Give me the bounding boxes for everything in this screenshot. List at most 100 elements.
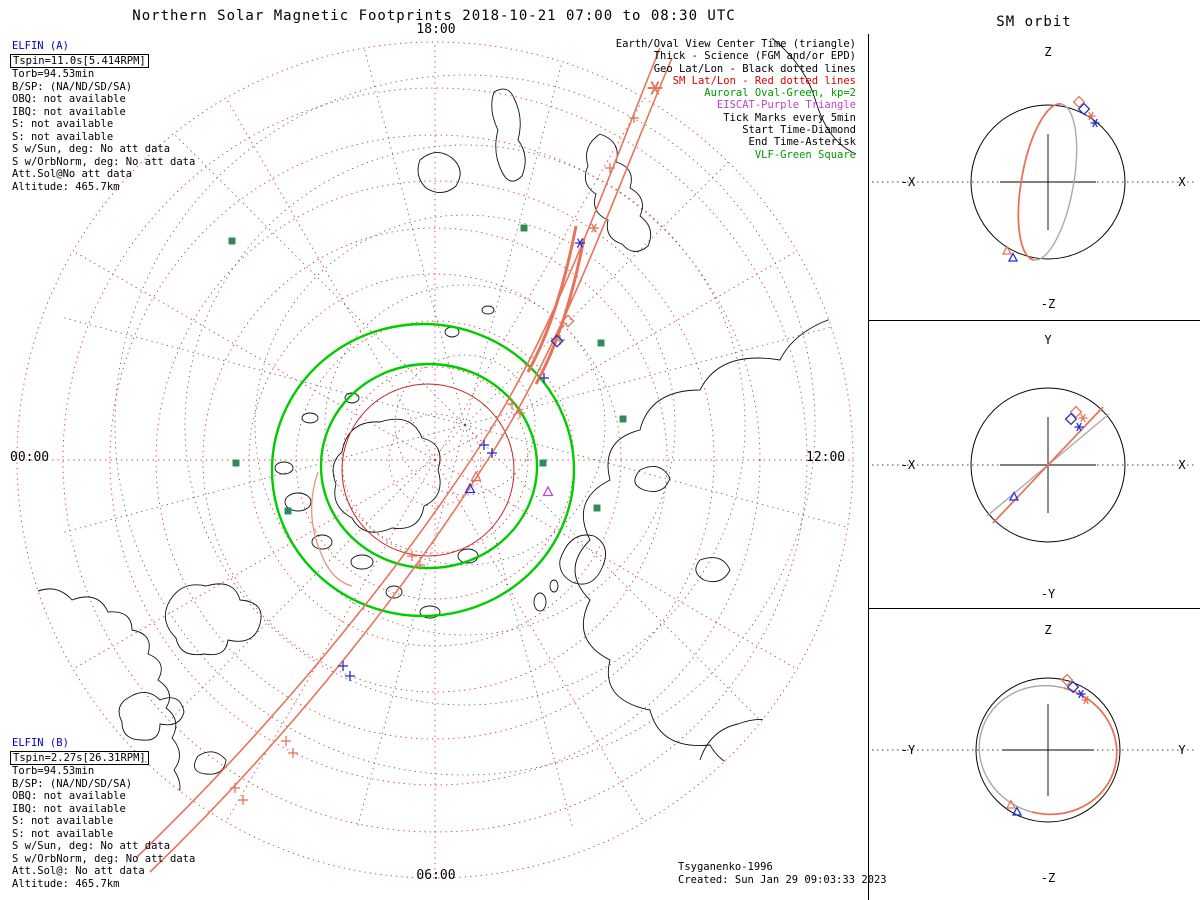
time-tick [237,794,249,806]
elfin-b-tspin: Tspin=2.27s[26.31RPM] [10,750,149,765]
vlf-square [284,507,292,515]
elfin-b-line: IBQ: not available [12,802,126,815]
panel2-bottom-label: -Y [1041,587,1056,601]
elfin-a-line: IBQ: not available [12,105,126,118]
legend-line: Geo Lat/Lon - Black dotted lines [653,62,856,75]
sm-inner-circle [341,383,515,557]
coastlines [27,88,853,878]
vlf-square [228,237,236,245]
panel3-bottom-label: -Z [1041,871,1055,885]
divider-horizontal-2 [868,608,1200,609]
polar-map [16,37,857,879]
elfin-a-line: S w/Sun, deg: No att data [12,143,171,155]
elfin-a-line: Att.Sol@No att data [12,168,133,180]
elfin-b-line: S: not available [12,827,114,840]
sm-orbit-panels: Z -Z -X X Y -Y -X X [872,45,1196,885]
elfin-a-line: S: not available [12,130,114,143]
panel3-right-label: Y [1178,743,1186,757]
time-tick [406,550,418,562]
orbit-end-asterisk [1089,118,1101,128]
footprint-track-elfin-b [135,47,661,859]
map-legend: Earth/Oval View Center Time (triangle) T… [616,38,856,161]
time-tick [280,735,292,747]
orbit-back-arc [978,684,1065,813]
panel1-bottom-label: -Z [1041,297,1055,311]
footprint-track-elfin-a [149,57,673,873]
time-tick [344,670,356,682]
time-tick [337,660,349,672]
elfin-a-name: ELFIN (A) [12,40,69,52]
orbit-end-asterisk [1085,111,1097,121]
orbit-back-arc [1033,103,1078,261]
plot-title: Northern Solar Magnetic Footprints 2018-… [132,8,736,24]
elfin-a-line: S w/OrbNorm, deg: No att data [12,155,196,168]
vlf-square [619,415,627,423]
elfin-b-name: ELFIN (B) [12,737,69,749]
legend-line: Earth/Oval View Center Time (triangle) [615,38,856,50]
orbit-front-line [992,406,1104,524]
orbit-front-arc [1017,103,1062,261]
legend-line: VLF-Green Square [754,148,856,161]
elfin-b-line: B/SP: (NA/ND/SD/SA) [12,777,133,790]
orbit-center-triangle [1002,245,1012,255]
legend-line: Tick Marks every 5min [723,111,856,124]
elfin-b-line: Att.Sol@: No att data [12,865,145,877]
orbit-front-arc [1031,687,1118,816]
vlf-square [520,224,528,232]
time-tick [287,747,299,759]
orbit-end-asterisk [1077,413,1089,423]
conjugate-arc [310,471,353,587]
elfin-b-line: S w/Sun, deg: No att data [12,840,171,852]
panel3-top-label: Z [1044,623,1051,637]
auroral-oval [270,322,576,618]
panel1-top-label: Z [1044,45,1051,59]
vlf-square [232,459,240,467]
mlt-label-right: 12:00 [806,450,846,465]
elfin-a-line: B/SP: (NA/ND/SD/SA) [12,80,133,93]
divider-vertical [868,34,869,900]
time-tick [478,439,490,451]
panel2-top-label: Y [1044,333,1052,347]
elfin-b-line: S w/OrbNorm, deg: No att data [12,852,196,865]
vlf-square [539,459,547,467]
legend-line: Start Time-Diamond [742,124,856,137]
science-segment-b [526,225,578,373]
orbit-panel-xz: Z -Z -X X [872,45,1196,311]
panel2-right-label: X [1178,458,1186,472]
mlt-label-top: 18:00 [416,22,456,37]
elfin-a-line: S: not available [12,118,114,130]
elfin-b-line: Altitude: 465.7km [12,877,120,890]
elfin-b-line: Torb=94.53min [12,765,95,777]
elfin-a-info: ELFIN (A) Tspin=11.0s[5.414RPM] Torb=94.… [10,40,196,193]
panel1-left-label: -X [901,175,916,189]
orbit-panel-yz: Z -Z -Y Y [872,623,1196,885]
edge-coastline [771,37,857,155]
model-credit: Tsyganenko-1996 [678,861,773,873]
vlf-square [597,339,605,347]
credits: Tsyganenko-1996 Created: Sun Jan 29 09:0… [678,861,887,887]
legend-line: End Time-Asterisk [748,136,856,149]
mlt-label-left: 00:00 [10,450,50,465]
eiscat-triangle [542,486,554,497]
time-tick [486,447,498,459]
panel2-left-label: -X [901,458,916,472]
elfin-a-line: Altitude: 465.7km [12,180,120,193]
legend-line: Auroral Oval-Green, kp=2 [704,87,856,100]
legend-line: EISCAT-Purple Triangle [716,99,856,112]
mlt-label-bottom: 06:00 [416,868,456,883]
created-timestamp: Created: Sun Jan 29 09:03:33 2023 [678,874,887,886]
orbit-panel-xy: Y -Y -X X [872,333,1196,601]
elfin-b-info: ELFIN (B) Tspin=2.27s[26.31RPM] Torb=94.… [10,737,196,890]
legend-line: SM Lat/Lon - Red dotted lines [672,74,856,87]
legend-line: Thick - Science (FGM and/or EPD) [653,50,856,63]
time-tick [229,782,241,794]
elfin-b-line: OBQ: not available [12,790,126,802]
elfin-a-tspin: Tspin=11.0s[5.414RPM] [10,53,149,68]
elfin-a-line: Torb=94.53min [12,68,95,80]
panel1-right-label: X [1178,175,1186,189]
vlf-square [593,504,601,512]
divider-horizontal-1 [868,320,1200,321]
sm-orbit-title: SM orbit [996,14,1072,30]
sm-grid [16,41,854,879]
